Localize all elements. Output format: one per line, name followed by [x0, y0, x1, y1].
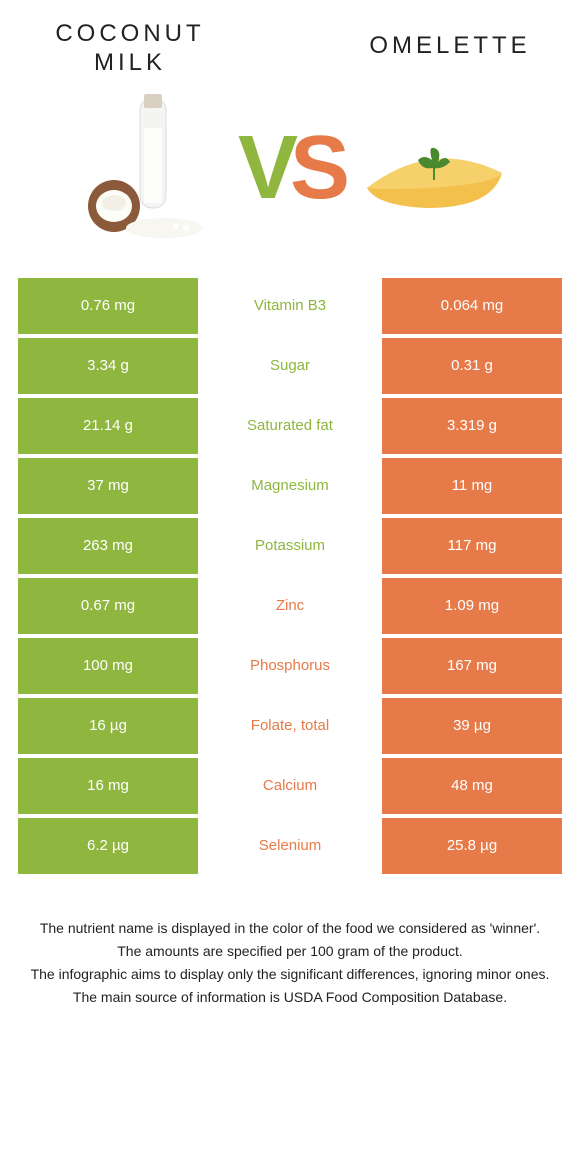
header: Coconut milk Omelette	[0, 0, 580, 78]
nutrient-label: Folate, total	[198, 698, 382, 754]
table-row: 0.76 mgVitamin B30.064 mg	[18, 278, 562, 334]
footer-line: The nutrient name is displayed in the co…	[30, 918, 550, 939]
footer-line: The main source of information is USDA F…	[30, 987, 550, 1008]
value-right: 1.09 mg	[382, 578, 562, 634]
value-right: 117 mg	[382, 518, 562, 574]
nutrient-label: Saturated fat	[198, 398, 382, 454]
table-row: 21.14 gSaturated fat3.319 g	[18, 398, 562, 454]
footer-line: The infographic aims to display only the…	[30, 964, 550, 985]
nutrient-label: Phosphorus	[198, 638, 382, 694]
value-left: 100 mg	[18, 638, 198, 694]
value-left: 16 µg	[18, 698, 198, 754]
value-right: 167 mg	[382, 638, 562, 694]
value-left: 0.67 mg	[18, 578, 198, 634]
vs-label: VS	[238, 123, 342, 213]
value-right: 0.31 g	[382, 338, 562, 394]
hero-row: VS	[0, 78, 580, 278]
table-row: 16 mgCalcium48 mg	[18, 758, 562, 814]
value-left: 21.14 g	[18, 398, 198, 454]
nutrient-label: Potassium	[198, 518, 382, 574]
nutrient-label: Magnesium	[198, 458, 382, 514]
table-row: 37 mgMagnesium11 mg	[18, 458, 562, 514]
value-left: 16 mg	[18, 758, 198, 814]
nutrient-label: Selenium	[198, 818, 382, 874]
value-right: 3.319 g	[382, 398, 562, 454]
value-right: 11 mg	[382, 458, 562, 514]
table-row: 3.34 gSugar0.31 g	[18, 338, 562, 394]
table-row: 16 µgFolate, total39 µg	[18, 698, 562, 754]
value-left: 263 mg	[18, 518, 198, 574]
value-left: 37 mg	[18, 458, 198, 514]
comparison-table: 0.76 mgVitamin B30.064 mg3.34 gSugar0.31…	[0, 278, 580, 874]
coconut-milk-image	[68, 88, 228, 248]
table-row: 100 mgPhosphorus167 mg	[18, 638, 562, 694]
vs-s: S	[290, 123, 342, 213]
value-right: 48 mg	[382, 758, 562, 814]
value-right: 0.064 mg	[382, 278, 562, 334]
nutrient-label: Sugar	[198, 338, 382, 394]
nutrient-label: Zinc	[198, 578, 382, 634]
table-row: 263 mgPotassium117 mg	[18, 518, 562, 574]
table-row: 6.2 µgSelenium25.8 µg	[18, 818, 562, 874]
title-right: Omelette	[350, 20, 550, 61]
value-right: 25.8 µg	[382, 818, 562, 874]
vs-v: V	[238, 123, 290, 213]
nutrient-label: Calcium	[198, 758, 382, 814]
title-left: Coconut milk	[30, 20, 230, 78]
footer-notes: The nutrient name is displayed in the co…	[0, 878, 580, 1008]
value-left: 0.76 mg	[18, 278, 198, 334]
value-left: 6.2 µg	[18, 818, 198, 874]
footer-line: The amounts are specified per 100 gram o…	[30, 941, 550, 962]
nutrient-label: Vitamin B3	[198, 278, 382, 334]
value-left: 3.34 g	[18, 338, 198, 394]
value-right: 39 µg	[382, 698, 562, 754]
omelette-image	[352, 88, 512, 248]
table-row: 0.67 mgZinc1.09 mg	[18, 578, 562, 634]
